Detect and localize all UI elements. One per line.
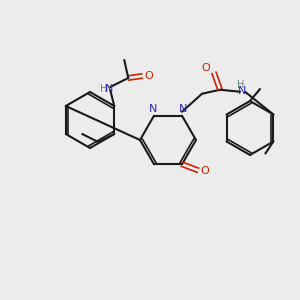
Text: O: O	[201, 166, 209, 176]
Text: N: N	[238, 86, 246, 96]
Text: H: H	[100, 84, 107, 94]
Text: H: H	[237, 80, 245, 90]
Text: O: O	[145, 71, 154, 81]
Text: O: O	[202, 63, 210, 73]
Text: N: N	[179, 104, 187, 114]
Text: N: N	[149, 104, 157, 114]
Text: N: N	[105, 84, 113, 94]
